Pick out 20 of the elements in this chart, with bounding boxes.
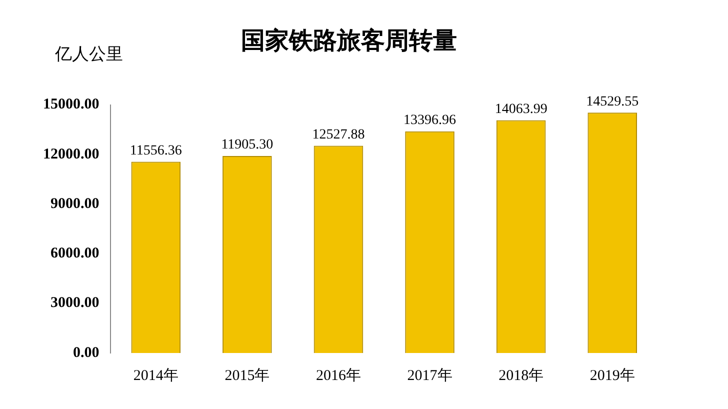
- y-tick-label: 12000.00: [43, 146, 100, 162]
- y-tick-label: 6000.00: [50, 246, 100, 262]
- x-tick-label: 2014年: [133, 366, 178, 384]
- x-tick-label: 2016年: [316, 366, 361, 384]
- x-tick-label: 2017年: [407, 366, 452, 384]
- y-tick-label: 9000.00: [50, 196, 100, 212]
- y-tick-label: 3000.00: [50, 295, 100, 312]
- y-tick-label: 0.00: [73, 344, 100, 361]
- y-axis-title: 亿人公里: [54, 44, 123, 64]
- data-label: 11905.30: [221, 138, 274, 153]
- data-label: 12527.88: [312, 127, 365, 142]
- data-label: 14063.99: [494, 102, 548, 117]
- x-tick-label: 2018年: [498, 366, 544, 384]
- data-label: 14529.55: [586, 94, 639, 110]
- data-label: 13396.96: [404, 112, 456, 128]
- x-tick-label: 2015年: [224, 366, 270, 384]
- y-tick-label: 15000.00: [43, 96, 100, 113]
- chart-title: 国家铁路旅客周转量: [241, 26, 457, 55]
- data-label: 11556.36: [130, 143, 182, 158]
- x-tick-label: 2019年: [590, 366, 635, 384]
